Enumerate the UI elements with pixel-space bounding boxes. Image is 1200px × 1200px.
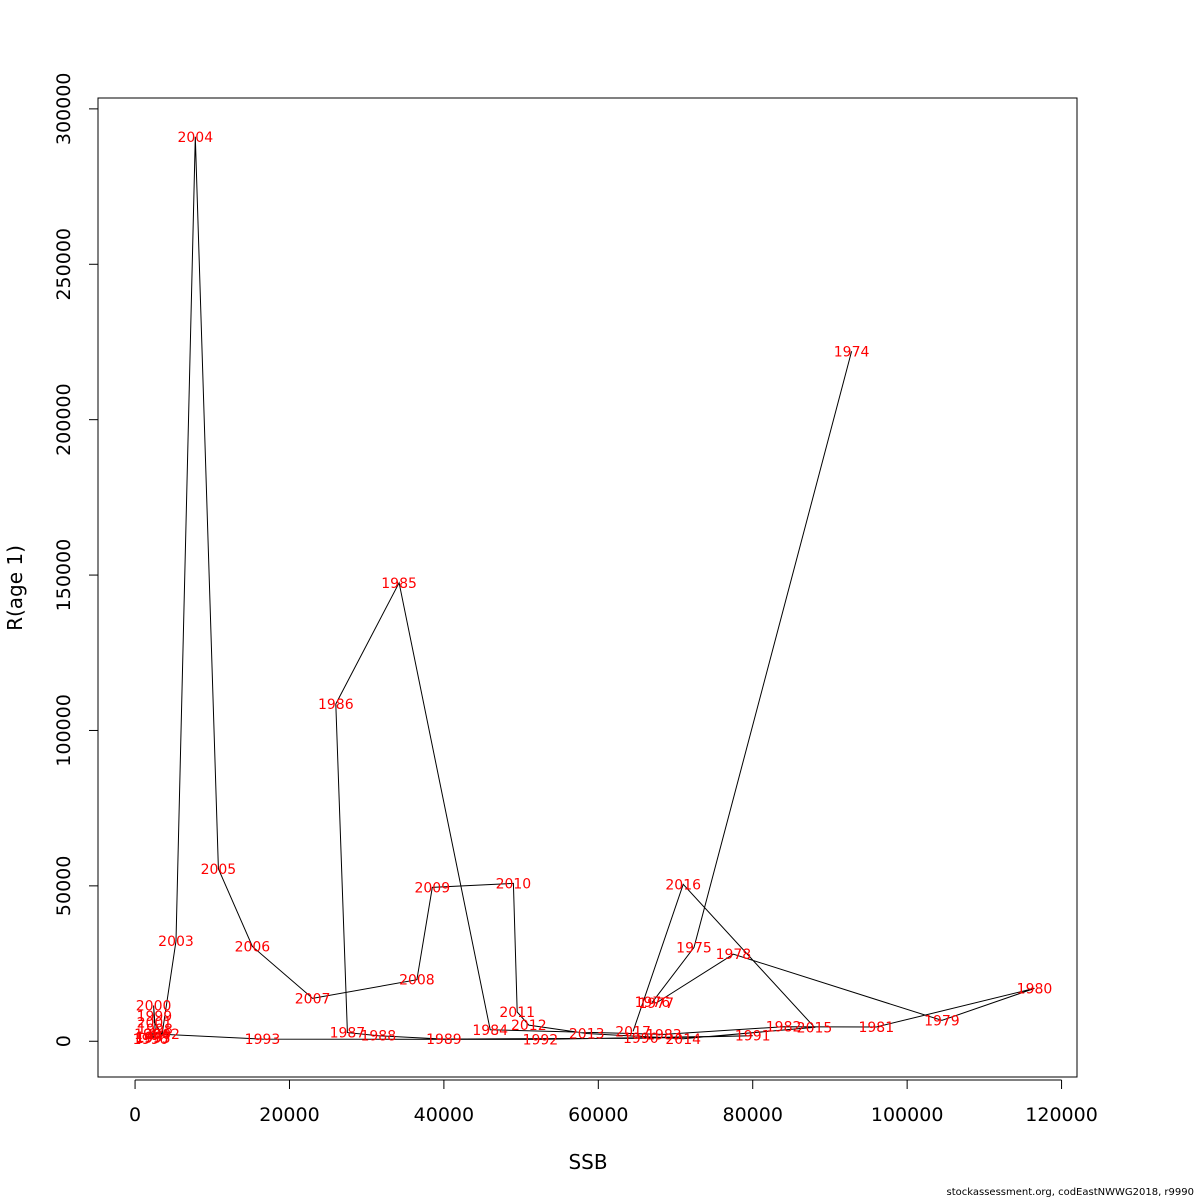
point-label-1985: 1985 xyxy=(381,576,417,592)
point-label-1974: 1974 xyxy=(834,344,870,360)
y-tick-label: 150000 xyxy=(53,539,75,612)
x-tick-label: 120000 xyxy=(1025,1104,1098,1126)
point-label-1996: 1996 xyxy=(133,1032,169,1048)
point-label-2015: 2015 xyxy=(797,1020,833,1036)
point-label-2007: 2007 xyxy=(295,991,331,1007)
point-label-2004: 2004 xyxy=(177,130,213,146)
point-label-2011: 2011 xyxy=(499,1005,535,1021)
point-label-1993: 1993 xyxy=(245,1032,281,1048)
point-label-1998: 1998 xyxy=(137,1022,173,1038)
x-tick-label: 100000 xyxy=(871,1104,944,1126)
x-tick-label: 80000 xyxy=(722,1104,782,1126)
y-tick-label: 50000 xyxy=(53,856,75,916)
point-label-1976: 1976 xyxy=(635,995,671,1011)
y-axis-title: R(age 1) xyxy=(3,545,27,631)
point-label-1992: 1992 xyxy=(523,1032,559,1048)
point-label-1997: 1997 xyxy=(136,1030,172,1046)
y-axis: 0 50000 100000 150000 200000 250000 300000 xyxy=(53,73,99,1047)
point-label-1975: 1975 xyxy=(676,940,712,956)
point-label-2003: 2003 xyxy=(158,934,194,950)
y-tick-label: 0 xyxy=(53,1035,75,1047)
y-tick-label: 250000 xyxy=(53,228,75,301)
point-label-1988: 1988 xyxy=(360,1029,396,1045)
series-line xyxy=(150,136,1035,1040)
y-tick-label: 200000 xyxy=(53,383,75,456)
point-label-1984: 1984 xyxy=(472,1023,508,1039)
point-label-2012: 2012 xyxy=(511,1018,547,1034)
x-tick-label: 0 xyxy=(129,1104,141,1126)
point-label-1995: 1995 xyxy=(135,1031,171,1047)
point-label-2001: 2001 xyxy=(137,1016,173,1032)
point-label-1999: 1999 xyxy=(137,1009,173,1025)
point-label-1982: 1982 xyxy=(766,1020,802,1036)
point-label-2006: 2006 xyxy=(235,940,271,956)
point-label-2016: 2016 xyxy=(665,877,701,893)
y-tick-label: 100000 xyxy=(53,694,75,767)
point-label-1987: 1987 xyxy=(330,1026,366,1042)
footer-credit: stockassessment.org, codEastNWWG2018, r9… xyxy=(946,1187,1195,1198)
point-label-2014: 2014 xyxy=(665,1032,701,1048)
x-tick-label: 40000 xyxy=(414,1104,474,1126)
x-axis: 0 20000 40000 60000 80000 100000 120000 xyxy=(129,1079,1098,1126)
point-label-1980: 1980 xyxy=(1017,981,1053,997)
point-label-2005: 2005 xyxy=(201,862,237,878)
point-label-2009: 2009 xyxy=(414,880,450,896)
point-label-2008: 2008 xyxy=(399,973,435,989)
point-label-1989: 1989 xyxy=(426,1032,462,1048)
point-label-1990: 1990 xyxy=(623,1031,659,1047)
point-label-2013: 2013 xyxy=(569,1027,605,1043)
point-label-1986: 1986 xyxy=(318,697,354,713)
point-label-2000: 2000 xyxy=(136,999,172,1015)
x-tick-label: 60000 xyxy=(568,1104,628,1126)
point-label-1978: 1978 xyxy=(716,947,752,963)
point-label-1977: 1977 xyxy=(638,996,674,1012)
point-label-1979: 1979 xyxy=(924,1013,960,1029)
point-label-2017: 2017 xyxy=(615,1024,651,1040)
point-label-1983: 1983 xyxy=(646,1027,682,1043)
point-label-1994: 1994 xyxy=(134,1027,170,1043)
x-axis-title: SSB xyxy=(568,1150,607,1174)
y-tick-label: 300000 xyxy=(53,73,75,146)
x-tick-label: 20000 xyxy=(259,1104,319,1126)
point-label-2002: 2002 xyxy=(144,1027,180,1043)
point-label-2010: 2010 xyxy=(496,876,532,892)
point-label-1981: 1981 xyxy=(858,1020,894,1036)
point-label-1991: 1991 xyxy=(735,1029,771,1045)
